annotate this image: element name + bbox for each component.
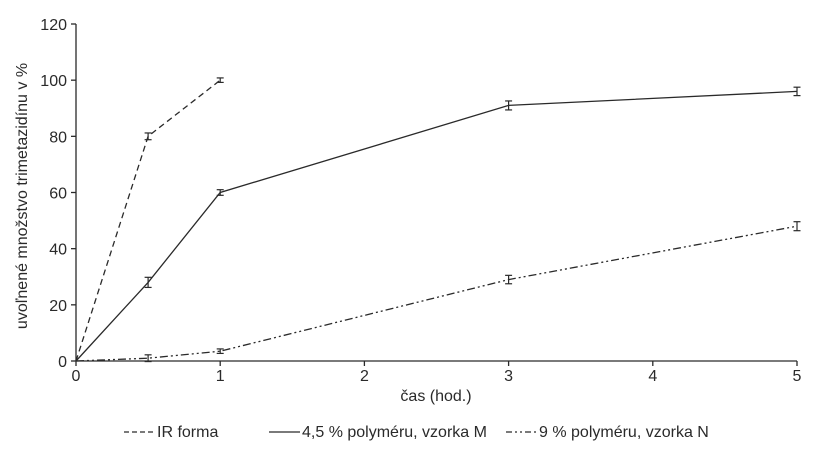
series-layer [75, 79, 798, 362]
error-bar [793, 86, 801, 97]
series-line-1 [75, 79, 221, 362]
error-bar [216, 77, 224, 84]
x-tick-label: 5 [793, 368, 802, 385]
error-bar [144, 354, 152, 363]
y-tick-label: 100 [40, 73, 67, 90]
x-tick-label: 1 [216, 368, 225, 385]
y-axis-label: uvoľnené množstvo trimetazidínu v % [14, 63, 31, 329]
error-bar [505, 274, 513, 285]
x-tick-label: 4 [648, 368, 657, 385]
x-tick-label: 2 [360, 368, 369, 385]
legend-label-3: 9 % polyméru, vzorka N [539, 424, 709, 441]
x-tick-label: 0 [72, 368, 81, 385]
legend-label-2: 4,5 % polyméru, vzorka M [302, 424, 487, 441]
y-tick-label: 60 [49, 186, 67, 203]
series-line-3 [75, 225, 798, 362]
y-tick-label: 20 [49, 298, 67, 315]
y-tick-label: 0 [58, 354, 67, 371]
legend-label-1: IR forma [157, 424, 218, 441]
legend: IR forma 4,5 % polyméru, vzorka M 9 % poly… [124, 424, 709, 441]
y-tick-label: 40 [49, 242, 67, 259]
error-bar [216, 348, 224, 355]
x-ticks: 0 1 2 3 4 5 [72, 361, 802, 385]
y-tick-label: 80 [49, 129, 67, 146]
error-bar [793, 221, 801, 232]
x-tick-label: 3 [504, 368, 513, 385]
x-axis-label: čas (hod.) [400, 388, 471, 405]
error-bar [216, 189, 224, 196]
error-bar [144, 132, 152, 141]
errorbar-layer [144, 77, 801, 363]
y-tick-label: 120 [40, 17, 67, 34]
error-bar [144, 276, 152, 289]
y-ticks: 0 20 40 60 80 100 120 [40, 17, 76, 371]
axes [75, 24, 797, 362]
error-bar [505, 100, 513, 111]
series-line-2 [75, 90, 798, 362]
